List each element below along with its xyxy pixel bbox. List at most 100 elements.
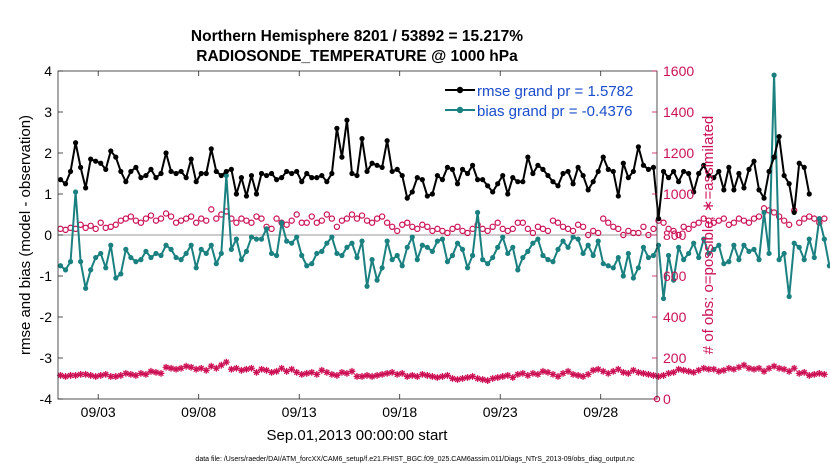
possible-point [620,231,627,239]
bias-point [319,248,325,254]
assimilated-point [599,367,607,375]
rmse-point [404,195,410,201]
rmse-point [158,170,164,177]
possible-point [92,225,99,233]
possible-point [137,219,145,226]
bias-point [801,257,807,263]
possible-point [730,219,738,226]
assimilated-point [378,371,386,378]
rmse-point [776,134,782,140]
possible-point [87,222,94,229]
bias-point [228,246,234,252]
bias-point [83,285,89,291]
assimilated-point [353,373,361,380]
bias-point [374,277,380,283]
possible-point [796,219,803,226]
bias-point [741,242,747,248]
legend-bias-marker [456,106,464,114]
bias-point [379,265,385,271]
bias-point [429,248,435,254]
rmse-point [660,168,667,175]
assimilated-point [57,372,64,379]
bias-point [349,240,355,246]
bias-point [153,250,159,257]
assimilated-point [62,373,69,380]
bias-point [746,248,752,254]
bias-point [475,209,481,216]
rmse-point [389,168,395,175]
bias-point [600,261,606,267]
bias-point [691,240,697,246]
assimilated-point [323,368,331,376]
rmse-point [495,181,501,187]
bias-point [439,236,446,242]
rmse-point [640,162,647,168]
assimilated-point [423,372,431,379]
bias-point [168,246,174,252]
bias-point [233,236,239,242]
possible-point [323,211,331,218]
rmse-point [324,179,330,185]
bias-point [786,293,792,300]
assimilated-point [780,365,788,373]
bias-point [273,252,280,259]
chart-title-line-1: Northern Hemisphere 8201 / 53892 = 15.21… [191,28,523,45]
legend-rmse-marker [456,86,464,94]
rmse-point [409,189,415,195]
rmse-point [630,168,636,175]
possible-point [660,219,667,226]
possible-point [615,225,622,233]
rmse-point [490,189,496,195]
rmse-point [691,189,697,195]
assimilated-point [499,373,507,380]
assimilated-point [725,364,733,372]
rmse-point [756,187,762,193]
possible-point [383,219,391,226]
rmse-point [243,193,250,199]
rmse-point [314,175,320,181]
possible-point [695,219,702,226]
possible-point [288,217,295,224]
assimilated-point [172,365,180,373]
rmse-point [57,177,64,183]
possible-point [378,213,386,220]
rmse-point [173,170,179,177]
assimilated-point [755,364,763,372]
assimilated-point [418,371,426,378]
assimilated-point [690,368,698,376]
bias-point [128,254,134,261]
bias-point [716,242,722,248]
bias-point [555,246,561,252]
assimilated-point [504,372,512,379]
rmse-point [766,168,772,175]
possible-point [494,219,501,226]
possible-point [343,215,351,222]
rmse-point [786,181,792,187]
bias-point [535,236,541,242]
assimilated-point [232,364,240,372]
bias-point [314,250,320,257]
rmse-point [761,195,767,201]
rmse-point [103,166,109,172]
rmse-point [374,162,380,168]
assimilated-point [72,372,79,379]
bias-point [309,261,315,267]
assimilated-point [293,368,301,376]
bias-point [560,238,566,244]
possible-point [569,227,577,235]
possible-point [97,219,104,226]
y-right-tick-label: 800 [663,227,687,243]
rmse-point [681,168,687,175]
possible-point [600,215,607,222]
rmse-point [459,166,466,172]
assimilated-point [635,368,642,376]
assimilated-point [795,369,803,377]
y-right-tick-label: 1200 [663,145,694,161]
possible-point [368,219,376,226]
rmse-point [289,170,295,177]
y-left-tick-label: -4 [40,391,53,407]
bias-point [505,250,511,257]
y-left-tick-label: -1 [40,268,53,284]
assimilated-point [775,364,783,372]
assimilated-point [122,369,130,377]
